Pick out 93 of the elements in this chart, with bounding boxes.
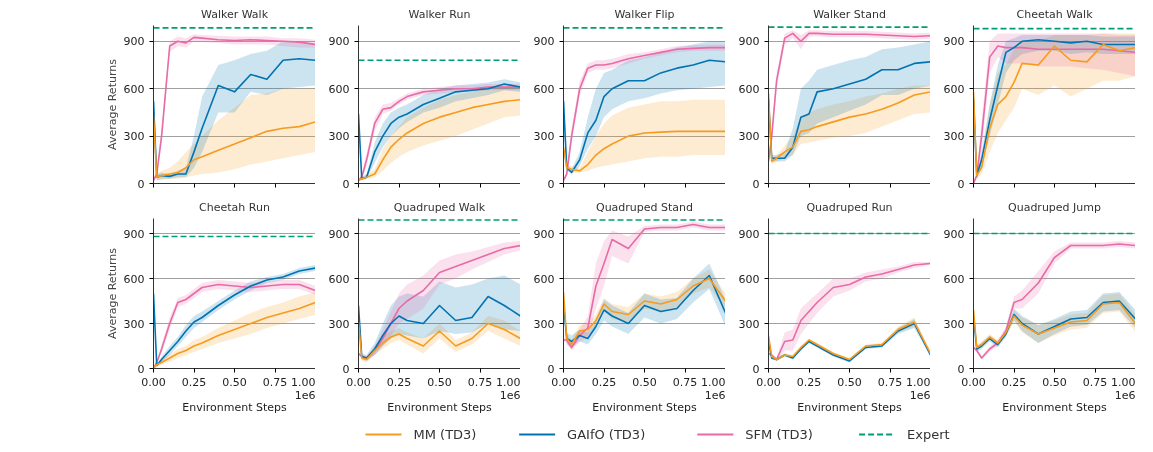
y-tick-label: 900: [123, 227, 145, 241]
text: 1e6: [294, 388, 316, 402]
y-tick-label: 600: [328, 82, 350, 96]
y-tick-label: 900: [738, 227, 760, 241]
chart-title: Cheetah Walk: [1016, 7, 1094, 21]
chart-title: Walker Run: [408, 7, 471, 21]
y-tick-label: 300: [533, 130, 555, 144]
y-tick-label: 600: [533, 82, 555, 96]
y-tick-label: 0: [342, 362, 350, 376]
y-tick-label: 300: [943, 130, 965, 144]
x-tick-label: 1.00: [1111, 375, 1136, 389]
y-tick-label: 0: [752, 177, 760, 191]
y-tick-label: 600: [943, 82, 965, 96]
y-tick-label: 300: [123, 317, 145, 331]
x-tick-label: 0.50: [222, 375, 247, 389]
y-tick-label: 0: [547, 177, 555, 191]
x-tick-label: 1.00: [496, 375, 521, 389]
x-axis-title: Environment Steps: [182, 400, 288, 414]
y-tick-label: 900: [533, 35, 555, 49]
y-tick-label: 900: [328, 35, 350, 49]
y-tick-label: 600: [533, 272, 555, 286]
chart-title: Quadruped Jump: [1008, 200, 1102, 214]
x-tick-label: 0.50: [1042, 375, 1067, 389]
y-tick-label: 900: [943, 35, 965, 49]
x-tick-label: 0.75: [672, 375, 698, 389]
x-tick-label: 0.25: [181, 375, 207, 389]
x-tick-label: 1.00: [701, 375, 726, 389]
x-axis-title: Environment Steps: [797, 400, 903, 414]
y-tick-label: 0: [957, 177, 965, 191]
chart-title: Quadruped Run: [806, 200, 893, 214]
text: 1e6: [704, 388, 726, 402]
y-tick-label: 900: [123, 35, 145, 49]
x-tick-label: 0.50: [632, 375, 657, 389]
chart-title: Walker Flip: [614, 7, 675, 21]
y-tick-label: 0: [137, 177, 145, 191]
chart-title: Cheetah Run: [199, 200, 270, 214]
text: 1e6: [909, 388, 931, 402]
legend-label: MM (TD3): [413, 427, 477, 442]
y-tick-label: 300: [738, 317, 760, 331]
text: 1e6: [1114, 388, 1136, 402]
y-tick-label: 300: [328, 130, 350, 144]
y-tick-label: 300: [328, 317, 350, 331]
legend-label: GAIfO (TD3): [567, 427, 646, 442]
y-tick-label: 0: [547, 362, 555, 376]
y-tick-label: 0: [137, 362, 145, 376]
x-tick-label: 0.75: [877, 375, 903, 389]
x-tick-label: 0.75: [262, 375, 288, 389]
line-series: [563, 130, 725, 172]
y-tick-label: 900: [533, 227, 555, 241]
y-tick-label: 300: [943, 317, 965, 331]
y-tick-label: 600: [123, 82, 145, 96]
y-tick-label: 0: [752, 362, 760, 376]
x-tick-label: 0.00: [961, 375, 986, 389]
chart-title: Quadruped Walk: [393, 200, 486, 214]
y-tick-label: 600: [738, 272, 760, 286]
x-tick-label: 0.00: [756, 375, 781, 389]
y-tick-label: 900: [943, 227, 965, 241]
y-tick-label: 300: [738, 130, 760, 144]
y-tick-label: 600: [123, 272, 145, 286]
y-tick-label: 0: [342, 177, 350, 191]
y-tick-label: 600: [328, 272, 350, 286]
y-tick-label: 600: [943, 272, 965, 286]
x-tick-label: 0.50: [427, 375, 452, 389]
x-tick-label: 0.25: [796, 375, 822, 389]
y-tick-label: 300: [533, 317, 555, 331]
x-tick-label: 0.00: [346, 375, 371, 389]
chart-title: Walker Walk: [200, 7, 269, 21]
line-series: [358, 295, 520, 359]
legend-label: SFM (TD3): [745, 427, 813, 442]
x-tick-label: 0.25: [591, 375, 617, 389]
chart-title: Walker Stand: [813, 7, 886, 21]
y-tick-label: 300: [123, 130, 145, 144]
x-tick-label: 0.00: [141, 375, 166, 389]
y-tick-label: 0: [957, 362, 965, 376]
x-tick-label: 0.50: [837, 375, 862, 389]
x-tick-label: 1.00: [291, 375, 316, 389]
x-axis-title: Environment Steps: [387, 400, 493, 414]
x-axis-title: Environment Steps: [1002, 400, 1108, 414]
y-axis-title: Average Returns: [105, 247, 119, 339]
x-tick-label: 0.25: [386, 375, 412, 389]
x-tick-label: 0.25: [1001, 375, 1027, 389]
y-axis-title: Average Returns: [105, 58, 119, 150]
text: 1e6: [499, 388, 521, 402]
x-axis-title: Environment Steps: [592, 400, 698, 414]
x-tick-label: 0.00: [551, 375, 576, 389]
chart-title: Quadruped Stand: [595, 200, 694, 214]
x-tick-label: 1.00: [906, 375, 931, 389]
x-tick-label: 0.75: [1082, 375, 1108, 389]
y-tick-label: 900: [328, 227, 350, 241]
y-tick-label: 600: [738, 82, 760, 96]
y-tick-label: 900: [738, 35, 760, 49]
x-tick-label: 0.75: [467, 375, 493, 389]
legend-label: Expert: [907, 427, 950, 442]
